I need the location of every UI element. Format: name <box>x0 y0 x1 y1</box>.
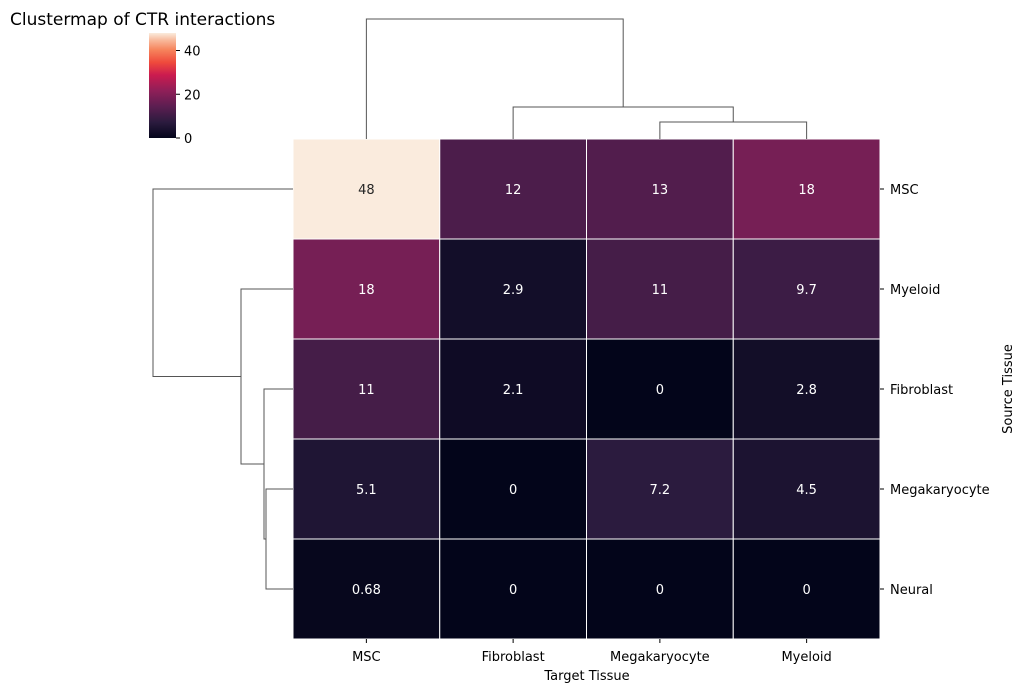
chart-title: Clustermap of CTR interactions <box>10 10 275 30</box>
cell-annotation: 2.1 <box>503 383 524 398</box>
heatmap-cell <box>439 438 587 540</box>
heatmap-cell <box>292 138 441 240</box>
y-tick-label: MSC <box>890 183 919 198</box>
cell-annotation: 13 <box>652 183 669 198</box>
x-tick-label: Megakaryocyte <box>610 650 710 665</box>
cell-annotation: 0 <box>656 383 664 398</box>
column-dendrogram <box>365 18 808 139</box>
cell-annotation: 18 <box>358 283 375 298</box>
heatmap-cell <box>439 338 587 440</box>
x-tick-label: Fibroblast <box>482 650 545 665</box>
cell-annotation: 0.68 <box>352 583 381 598</box>
heatmap-cell <box>732 438 881 540</box>
heatmap-cells <box>292 138 881 640</box>
heatmap-cell <box>292 538 441 640</box>
cell-annotation: 0 <box>509 583 517 598</box>
cell-annotation: 2.8 <box>796 383 817 398</box>
dendrogram-link <box>263 388 293 540</box>
cell-annotation: 2.9 <box>503 283 524 298</box>
cell-annotation: 11 <box>358 383 375 398</box>
heatmap-cell <box>732 538 881 640</box>
heatmap-cell <box>586 438 734 540</box>
dendrogram-link <box>365 18 624 139</box>
heatmap-cell <box>732 338 881 440</box>
heatmap-cell <box>732 238 881 340</box>
colorbar: 0 20 40 <box>149 33 201 147</box>
cell-annotation: 48 <box>358 183 375 198</box>
colorbar-ticks: 0 20 40 <box>176 45 201 147</box>
row-dendrogram <box>152 188 293 590</box>
cell-annotation: 18 <box>798 183 815 198</box>
heatmap-cell <box>292 438 441 540</box>
dendrogram-link <box>265 488 293 590</box>
y-tick-label: Megakaryocyte <box>890 483 990 498</box>
heatmap-cell <box>586 238 734 340</box>
y-tick-label: Fibroblast <box>890 383 953 398</box>
x-axis-title: Target Tissue <box>543 669 629 684</box>
cell-annotation: 7.2 <box>650 483 671 498</box>
dendrogram-link <box>240 288 293 465</box>
heatmap-annotations: 48 12 13 18 18 2.9 11 9.7 11 2.1 0 2.8 5.1 0 7.2 4.5 0.6… <box>352 183 817 598</box>
y-tick-label: Neural <box>890 583 933 598</box>
cell-annotation: 0 <box>509 483 517 498</box>
dendrogram-link <box>659 121 808 139</box>
heatmap-cell <box>586 538 734 640</box>
cell-annotation: 9.7 <box>796 283 817 298</box>
colorbar-tick-label: 0 <box>184 132 192 147</box>
cell-annotation: 12 <box>505 183 522 198</box>
cell-annotation: 0 <box>802 583 810 598</box>
colorbar-tick-label: 20 <box>184 88 201 103</box>
dendrogram-link <box>152 188 293 377</box>
heatmap-cell <box>439 538 587 640</box>
y-tick-label: Myeloid <box>890 283 940 298</box>
y-axis-title: Source Tissue <box>1001 344 1016 434</box>
cell-annotation: 0 <box>656 583 664 598</box>
dendrogram-link <box>512 106 734 139</box>
cell-annotation: 4.5 <box>796 483 817 498</box>
colorbar-gradient <box>149 33 176 138</box>
x-tick-labels: MSC Fibroblast Megakaryocyte Myeloid <box>352 639 832 665</box>
cell-annotation: 11 <box>652 283 669 298</box>
heatmap-cell <box>732 138 881 240</box>
x-tick-label: MSC <box>352 650 381 665</box>
cell-annotation: 5.1 <box>356 483 377 498</box>
x-tick-label: Myeloid <box>781 650 831 665</box>
heatmap-cell <box>586 138 734 240</box>
y-tick-labels: MSC Myeloid Fibroblast Megakaryocyte Neural <box>880 183 990 598</box>
colorbar-tick-label: 40 <box>184 45 201 60</box>
